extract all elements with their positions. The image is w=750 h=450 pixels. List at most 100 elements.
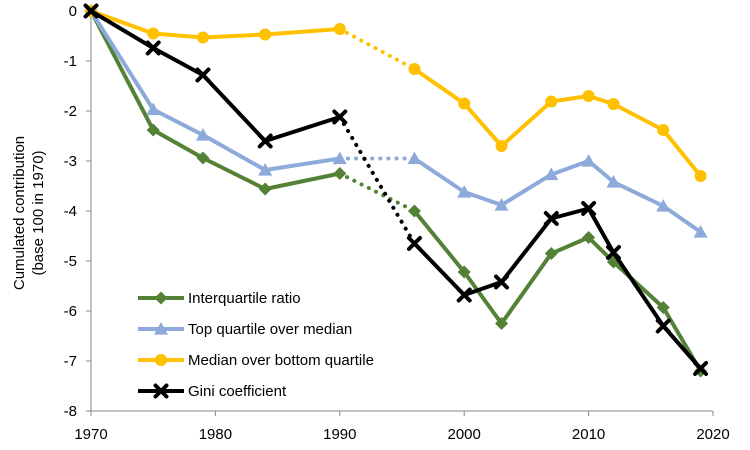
series-line-segment [499, 172, 554, 207]
data-point-stroke [693, 361, 709, 376]
data-point-stroke [257, 133, 273, 149]
data-point [407, 151, 422, 165]
data-point [457, 185, 472, 198]
series-line-segment [611, 260, 666, 310]
data-point [543, 211, 559, 226]
data-point [582, 90, 595, 102]
data-point-stroke [581, 201, 597, 216]
series-line-segment [462, 101, 504, 148]
y-axis-title-line-1: Cumulated contribution [11, 136, 28, 290]
data-point [495, 317, 509, 330]
data-point-stroke [494, 274, 510, 290]
data-point [655, 318, 671, 334]
series-line-segment [151, 46, 205, 77]
series-line-segment [151, 128, 205, 160]
series-median-over-bottom-quartile [85, 5, 707, 182]
series-line-segment [549, 159, 591, 177]
data-point [545, 95, 558, 108]
legend-item: Gini coefficient [138, 383, 287, 400]
data-point [333, 23, 346, 35]
series-line-segment [549, 235, 591, 256]
series-line-segment [200, 73, 268, 143]
series-line-segment [412, 67, 467, 106]
data-point [408, 63, 421, 75]
data-point [581, 154, 596, 167]
data-point [145, 40, 161, 56]
data-point [607, 98, 620, 110]
legend-item: Top quartile over median [138, 321, 352, 338]
data-point [456, 287, 472, 303]
series-line-segment [151, 107, 205, 137]
data-point [83, 3, 99, 19]
data-point [693, 361, 709, 376]
y-tick-label: -4 [64, 203, 77, 220]
x-tick-label: 2010 [572, 426, 605, 443]
data-point [494, 274, 510, 290]
data-point [195, 67, 211, 83]
legend-item: Median over bottom quartile [138, 352, 374, 369]
series-line-segment [611, 250, 666, 328]
data-point [196, 31, 209, 44]
series-top-quartile-over-median [84, 4, 708, 238]
y-tick-label: -3 [64, 153, 77, 170]
series-line-segment [200, 32, 268, 40]
series-line-segment [549, 94, 591, 104]
series-line-segment [412, 209, 467, 274]
y-tick-label: -1 [64, 53, 77, 70]
series-line-segment [412, 156, 467, 194]
data-point [146, 102, 161, 116]
x-tick-label: 1990 [323, 426, 356, 443]
legend: Interquartile ratio Top quartile over med… [138, 290, 374, 400]
series-line-segment [611, 180, 666, 208]
series-line-segment [200, 133, 268, 172]
legend-swatch-marker-stroke [153, 383, 169, 399]
y-tick-label: -6 [64, 303, 77, 320]
series-line-segment [89, 9, 156, 36]
data-point-stroke [655, 318, 671, 334]
data-point [657, 124, 670, 136]
data-point [195, 128, 210, 141]
y-tick-label: -8 [64, 403, 77, 420]
legend-swatch-marker [153, 383, 169, 399]
y-tick-label: -5 [64, 253, 77, 270]
data-point [196, 151, 210, 165]
data-point [606, 175, 621, 188]
series-line-segment [89, 9, 156, 50]
legend-label: Median over bottom quartile [188, 352, 374, 369]
data-point [544, 167, 559, 181]
series-line-segment [263, 27, 342, 37]
series-dotted-segment [337, 115, 417, 246]
data-point-stroke [145, 40, 161, 56]
data-point [333, 167, 347, 180]
series-line-segment [151, 31, 205, 40]
legend-swatch-marker [155, 354, 167, 366]
data-point [495, 140, 508, 152]
plot-area: 0 -1 -2 -3 -4 -5 -6 -7 -8 1970 1980 1990 2000 2010 202… [64, 3, 730, 443]
series-line-segment [462, 280, 504, 297]
y-axis-title-line-2: (base 100 in 1970) [30, 150, 47, 275]
series-line-segment [549, 206, 591, 221]
legend-label: Gini coefficient [188, 383, 287, 400]
series-dotted-segment [337, 171, 417, 213]
y-tick-label: -2 [64, 103, 77, 120]
series-dotted-segment [337, 27, 417, 71]
data-point [582, 231, 596, 244]
data-point [146, 123, 160, 137]
data-point-stroke [456, 287, 472, 303]
data-point-stroke [605, 245, 621, 260]
series-line-segment [586, 206, 616, 255]
y-tick-label: 0 [69, 3, 77, 20]
series-line-segment [263, 115, 342, 143]
data-point [147, 27, 160, 40]
x-tick-label: 2020 [696, 426, 729, 443]
data-point [605, 245, 621, 260]
series-gini-coefficient [83, 3, 709, 376]
data-point [656, 199, 671, 212]
series-line-segment [89, 9, 156, 112]
data-point [332, 151, 347, 165]
data-point [258, 182, 272, 196]
series-line-segment [412, 241, 467, 297]
data-point-stroke [332, 109, 348, 125]
data-point [544, 247, 558, 260]
